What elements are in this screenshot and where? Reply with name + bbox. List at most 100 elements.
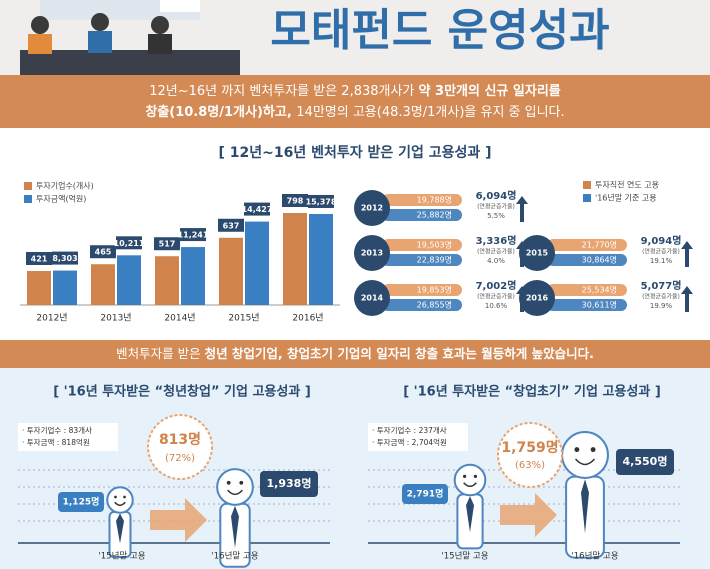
rate: 19.1% [650,257,673,265]
increase: 6,094명 [476,189,517,202]
rate-label: (연평균증가율) [477,203,515,211]
arrow [681,286,693,312]
bar [309,213,333,305]
value-label-bg [244,202,270,216]
bar [219,237,243,305]
x-tick-label: 2014년 [164,313,195,324]
before: 2,791명 [407,488,444,500]
person-head [453,463,487,497]
before-badge [58,492,104,512]
eye [226,480,231,485]
eye [462,474,467,479]
info: · 투자금액 : 2,704억원 [372,437,447,447]
tie [231,505,239,548]
tie [466,496,474,533]
before-pill [382,239,462,251]
rate: 4.0% [487,257,505,265]
after-value: 22,839명 [417,255,452,265]
year: 2016 [526,294,549,303]
after-value: 26,855명 [417,300,452,310]
before-value: 21,770명 [582,240,617,250]
growth-arrow [150,498,207,542]
before-badge [402,484,448,504]
year-badge [354,280,390,316]
text: 청년 창업기업, 창업초기 기업의 일자리 창출 효과는 월등하게 높았습니다. [205,346,594,361]
title: 모태펀드 운영성과 [270,5,609,56]
increase: 1,759명 [501,439,558,456]
label-before: '15년말 고용 [441,551,488,562]
banner: 벤처투자를 받은 청년 창업기업, 창업초기 기업의 일자리 창출 효과는 월등… [116,346,594,361]
bar [155,256,179,305]
smile [463,482,477,488]
eye [114,495,117,499]
text: 12년~16년 까지 벤처투자를 받은 2,838개사가 [149,84,418,99]
before-value: 19,788명 [417,195,452,205]
legend-label: 투자직전 연도 고용 [595,180,659,190]
year-badge [354,190,390,226]
value-label: 14,427 [242,205,273,214]
after: 1,938명 [267,476,312,490]
value-label-bg [154,237,180,251]
after: 4,550명 [623,454,668,468]
legend-swatch [24,182,32,190]
label-before: '15년말 고용 [98,551,145,562]
year-badge [354,235,390,271]
before-pill [382,284,462,296]
value-label: 517 [159,240,176,249]
year: 2015 [526,249,549,258]
value-label-bg [52,251,78,265]
legend-label: 투자기업수(개사) [36,181,94,191]
after-value: 30,864명 [582,255,617,265]
person-head [561,431,609,479]
arrow [516,196,528,222]
smile [114,501,126,506]
bar [245,221,269,305]
eye [473,474,478,479]
value-label: 10,211 [114,239,145,248]
after-pill [547,254,627,266]
increase-badge [147,414,213,480]
before-value: 19,853명 [417,285,452,295]
value-label-bg [26,252,52,265]
text: 벤처투자를 받은 [116,346,204,361]
person-head [106,486,134,514]
value-label: 637 [223,221,240,230]
after-pill [547,299,627,311]
value-label-bg [308,194,334,208]
rate: (72%) [165,453,195,464]
after-badge [616,449,674,475]
value-label: 465 [95,248,112,257]
year-badge [519,280,555,316]
value-label: 421 [31,255,48,264]
year: 2012 [361,204,383,213]
before-pill [547,239,627,251]
value-label-bg [90,245,116,259]
label-after: '16년말 고용 [571,551,618,562]
after-badge [260,471,318,497]
eye [590,447,596,453]
rate: 19.9% [650,302,673,310]
text: 14만명의 고용(48.3명/1개사)을 유지 중 입니다. [296,105,564,120]
before-pill [382,194,462,206]
rate: 5.5% [487,212,505,220]
rate: 10.6% [485,302,508,310]
info-box [368,423,468,451]
arrow [681,241,693,267]
before-pill [547,284,627,296]
increase: 813명 [159,431,201,448]
panel-title: [ '16년 투자받은 “창업초기” 기업 고용성과 ] [403,384,661,400]
tie [581,479,589,534]
summary-line: 12년~16년 까지 벤처투자를 받은 2,838개사가 약 3만개의 신규 일… [149,83,561,99]
growth-arrow [500,493,557,537]
rate-label: (연평균증가율) [477,293,515,301]
rate-label: (연평균증가율) [642,248,680,256]
text: 창출(10.8명/1개사)하고, [145,104,296,120]
value-label-bg [282,194,308,207]
value-label-bg [116,236,142,250]
increase: 9,094명 [641,234,682,247]
year: 2014 [361,294,384,303]
after-value: 25,882명 [417,210,452,220]
before: 1,125명 [63,496,100,508]
value-label-bg [180,228,206,242]
increase: 3,336명 [476,234,517,247]
